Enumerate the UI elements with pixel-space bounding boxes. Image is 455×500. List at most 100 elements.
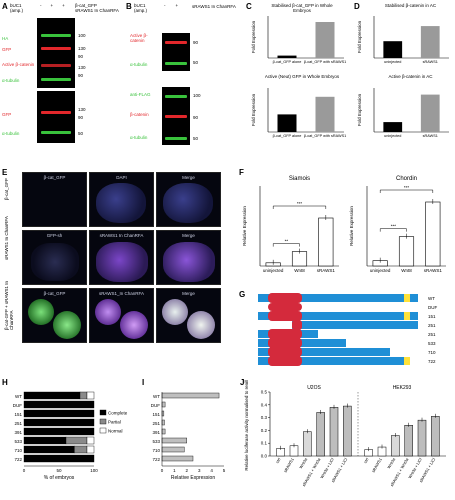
bar: [278, 56, 297, 58]
y-tick-label: 533: [152, 439, 160, 444]
significance-label: **: [285, 239, 289, 244]
bar: [162, 411, 164, 416]
x-tick-label: sRAWS1: [423, 60, 438, 64]
x-tick-label: β-cat_GFP with sRAWS1: [304, 134, 346, 138]
blot-band: [165, 95, 187, 98]
y-tick-label: 533: [14, 439, 22, 444]
blot-band: [165, 62, 187, 65]
panel-b-signs: - +: [164, 3, 178, 8]
bar: [431, 416, 439, 456]
significance-bracket: [273, 244, 299, 247]
construct-domain: [268, 356, 302, 366]
mw-marker: 90: [78, 115, 83, 120]
y-tick-label: 151: [14, 412, 22, 417]
blot-label-tubulin: α-tubulin: [2, 78, 19, 83]
micrograph-dapi: DAPI: [89, 172, 154, 227]
x-tick-label: β-cat_GFP alone: [273, 60, 302, 64]
chart-title: Chordin: [396, 176, 417, 182]
panel-d-chart1: Fold Expressionuninjected sRAWS1: [356, 12, 455, 72]
y-tick-label: 710: [152, 448, 160, 453]
y-tick-label: 151: [152, 412, 160, 417]
chart-title: Siamois: [289, 176, 310, 182]
x-tick-label: 5: [223, 468, 226, 473]
x-tick-label: β-cat_GFP alone: [273, 134, 302, 138]
bar: [391, 436, 399, 456]
gfp-cell: [53, 311, 81, 339]
micrograph-caption: Merge: [157, 233, 220, 238]
construct-domain: [268, 293, 302, 303]
panel-b-row-2: (amp.): [134, 8, 147, 13]
panel-b-letter: B: [126, 2, 132, 11]
micrograph-caption: β-cat_GFP: [23, 175, 86, 180]
y-tick-label: 391: [14, 430, 22, 435]
blot-band: [41, 34, 71, 37]
y-tick-label: 710: [14, 448, 22, 453]
panel-a-sign-1: -: [40, 3, 42, 8]
bar-segment: [24, 437, 66, 444]
bar: [162, 456, 193, 461]
panel-e-row-label-2: sRAWS1 In ChanRFA: [4, 208, 9, 260]
panel-b-header-rows: bUC1 (amp.): [134, 3, 147, 13]
blot-band: [41, 47, 71, 50]
bar: [316, 22, 335, 58]
micrograph-rfp-3: sRAWS1_In ChanRFA: [89, 288, 154, 343]
bar: [421, 95, 440, 132]
panel-d-chart2-title: Active β-catenin in AC: [368, 74, 453, 79]
panel-a-sign-2: +: [51, 3, 54, 8]
micrograph-merge-2: Merge: [156, 230, 221, 285]
panel-d-chart1-title: Stabilised β-catenin in AC: [368, 3, 453, 8]
panel-c-letter: C: [246, 2, 252, 11]
blot-label-b-tubulin: α-tubulin: [130, 62, 147, 67]
construct-motif: [404, 357, 410, 365]
blot-label-active-bcat: Active β-catenin: [2, 62, 36, 67]
blot-label-gfp: GFP: [2, 47, 11, 52]
micrograph-merge: Merge: [156, 172, 221, 227]
construct-motif: [404, 312, 410, 320]
construct-label: 251: [428, 323, 436, 328]
panel-a-blot-1: [37, 18, 75, 88]
merge-cell: [162, 299, 188, 325]
bar: [162, 438, 187, 443]
bar: [162, 420, 164, 425]
blot-band: [41, 111, 71, 114]
bar-segment: [24, 446, 74, 453]
panel-b-condition: sRAWS1 In ChanRFA: [192, 4, 244, 9]
construct-bar: [292, 321, 418, 329]
micrograph-caption: DAPI: [90, 175, 153, 180]
mw-marker: 130: [78, 46, 86, 51]
significance-label: ***: [404, 185, 410, 190]
bar: [278, 114, 297, 132]
x-tick-label: sRAWS1: [423, 134, 438, 138]
bar: [319, 218, 333, 266]
panel-c-chart1: Fold Expressionβ-cat_GFP alone β-cat_GFP …: [250, 12, 350, 72]
bar: [399, 237, 413, 266]
blot-label-b-bcat: β-catenin: [130, 112, 149, 117]
x-tick-label: 50: [56, 468, 62, 473]
bar-segment: [80, 392, 87, 399]
micrograph-caption: GFP-sh: [23, 233, 86, 238]
blot-band: [165, 115, 187, 118]
y-tick-label: WT: [153, 394, 160, 399]
legend-label: U2OS: [307, 385, 321, 391]
y-tick-label: 0.1: [261, 441, 268, 446]
bar: [162, 429, 165, 434]
bar: [383, 41, 402, 58]
panel-a-signs: - + +: [40, 3, 80, 8]
blot-label-b-active-bcat: Active β-catenin: [130, 33, 160, 43]
y-tick-label: DUF: [151, 403, 160, 408]
micrograph-gfp-3: β-cat_GFP: [22, 288, 87, 343]
panel-g-constructs: WT DUF 151 251 251 533 710 722: [258, 292, 453, 374]
micrograph-caption: β-cat_GFP: [23, 291, 86, 296]
micrograph-rfp: sRAWS1 In ChanRFA: [89, 230, 154, 285]
bar: [290, 446, 298, 456]
micrograph-caption: sRAWS1 In ChanRFA: [90, 233, 153, 238]
construct-label: DUF: [428, 305, 437, 310]
micrograph-gfp: β-cat_GFP: [22, 172, 87, 227]
bar-segment: [66, 437, 87, 444]
panel-a-row-2: (amp.): [10, 8, 40, 13]
bar: [292, 252, 306, 266]
x-tick-label: β-cat_GFP with sRAWS1: [304, 60, 346, 64]
panel-c-chart2: Fold Expression β-cat_GFP alone β-cat_GFP …: [250, 84, 350, 146]
panel-b-blot-1: [162, 33, 190, 71]
blot-label-b-flag: anti-FLAG: [130, 92, 151, 97]
